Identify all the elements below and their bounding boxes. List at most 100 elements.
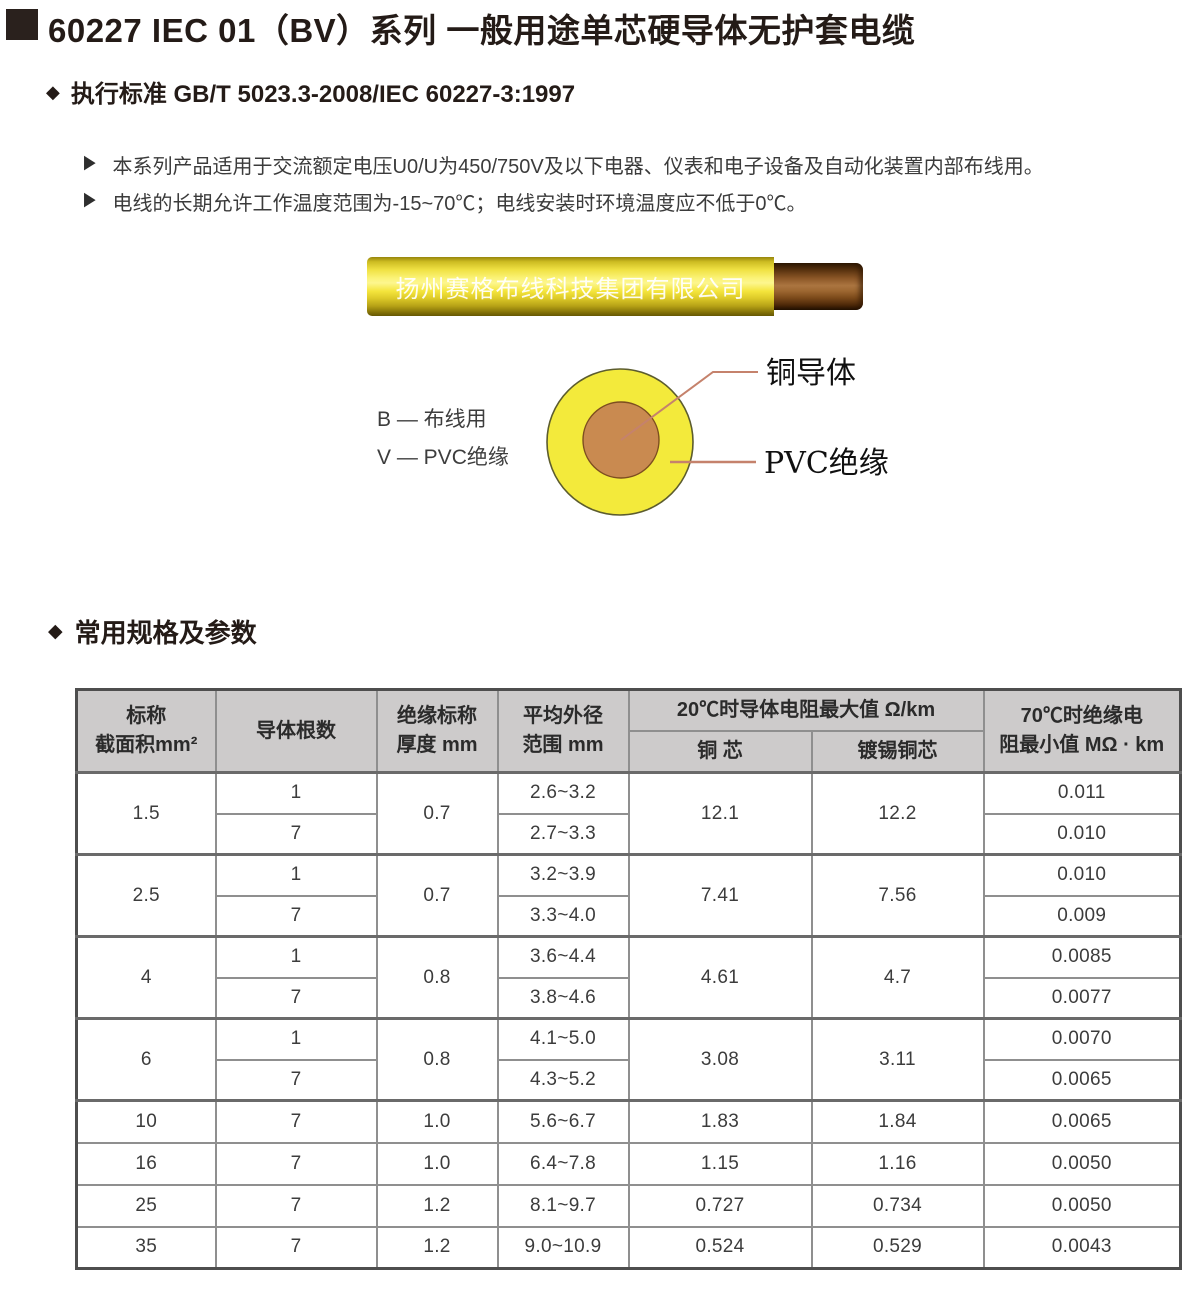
cable-brand-print: 扬州赛格布线科技集团有限公司 [395,275,746,303]
table-row: 35 7 1.2 9.0~10.9 0.524 0.529 0.0043 [75,1225,1182,1270]
cell-ir: 0.009 [982,894,1182,938]
triangle-bullet-icon: ▶ [84,151,96,174]
cell-r-tinned: 0.529 [810,1225,985,1270]
cell-ir: 0.0043 [982,1225,1182,1270]
header-resistance-group: 20℃时导体电阻最大值 Ω/km [627,688,985,732]
cell-ir: 0.010 [982,812,1182,856]
feature-bullet: ▶ 本系列产品适用于交流额定电压U0/U为450/750V及以下电器、仪表和电子… [84,150,1044,179]
cell-thickness: 1.0 [375,1141,499,1186]
header-insulation-thickness: 绝缘标称 厚度 mm [375,688,499,774]
cell-size: 35 [75,1225,217,1270]
cell-thickness: 0.8 [375,935,499,1020]
cable-illustration-conductor [774,263,863,310]
cell-strands: 7 [214,894,378,938]
cell-ir: 0.0065 [982,1099,1182,1144]
legend-line-b: B — 布线用 [377,408,487,431]
cell-r-tinned: 1.16 [810,1141,985,1186]
cell-r-tinned: 4.7 [810,935,985,1020]
spec-table: 标称 截面积mm² 导体根数 绝缘标称 厚度 mm 平均外径 范围 mm 20℃… [75,688,1182,1270]
cell-r-copper: 1.83 [627,1099,813,1144]
cell-size: 4 [75,935,217,1020]
callout-conductor-label: 铜导体 [766,356,856,391]
cell-ir: 0.010 [982,853,1182,897]
cell-r-copper: 0.524 [627,1225,813,1270]
header-line: 范围 mm [522,734,604,756]
cell-r-copper: 3.08 [627,1017,813,1102]
table-row: 4 1 0.8 3.6~4.4 4.61 4.7 0.0085 [75,935,1182,1020]
cell-thickness: 0.7 [375,853,499,938]
feature-bullet: ▶ 电线的长期允许工作温度范围为-15~70℃；电线安装时环境温度应不低于0℃。 [84,187,807,216]
header-line: 标称 [126,705,167,727]
cell-strands: 7 [214,1225,378,1270]
header-outer-diameter: 平均外径 范围 mm [496,688,630,774]
cell-ir: 0.0050 [982,1141,1182,1186]
cell-r-tinned: 0.734 [810,1183,985,1228]
feature-bullet-text: 电线的长期允许工作温度范围为-15~70℃；电线安装时环境温度应不低于0℃。 [112,193,807,215]
header-line: 截面积mm² [95,734,198,756]
cross-section-figure: 铜导体 PVC绝缘 [546,356,889,516]
cell-od: 2.6~3.2 [496,771,630,815]
cell-strands: 7 [214,1141,378,1186]
header-strands: 导体根数 [214,688,378,774]
cell-strands: 7 [214,1099,378,1144]
cell-ir: 0.0050 [982,1183,1182,1228]
header-copper-core: 铜 芯 [627,729,813,774]
header-insulation-resistance: 70℃时绝缘电 阻最小值 MΩ · km [982,688,1182,774]
page-title: 60227 IEC 01（BV）系列 一般用途单芯硬导体无护套电缆 [48,12,916,49]
cell-r-tinned: 7.56 [810,853,985,938]
header-nominal-area: 标称 截面积mm² [75,688,217,774]
table-row: 16 7 1.0 6.4~7.8 1.15 1.16 0.0050 [75,1141,1182,1186]
cell-ir: 0.0065 [982,1058,1182,1102]
table-row: 7 3.8~4.6 0.0077 [77,976,1182,1020]
cell-od: 2.7~3.3 [496,812,630,856]
header-line: 绝缘标称 [397,705,477,727]
triangle-bullet-icon: ▶ [84,188,96,211]
cell-thickness: 1.2 [375,1225,499,1270]
cell-r-tinned: 1.84 [810,1099,985,1144]
cell-od: 6.4~7.8 [496,1141,630,1186]
diamond-icon: ◆ [48,621,63,642]
header-tinned-core: 镀锡铜芯 [810,729,985,774]
cell-size: 16 [75,1141,217,1186]
cell-od: 3.6~4.4 [496,935,630,979]
cell-size: 6 [75,1017,217,1102]
cell-r-copper: 0.727 [627,1183,813,1228]
cell-strands: 1 [214,1017,378,1061]
cell-r-copper: 7.41 [627,853,813,938]
spec-section-title: 常用规格及参数 [74,618,257,648]
cell-r-copper: 12.1 [627,771,813,856]
cell-thickness: 0.8 [375,1017,499,1102]
cell-strands: 1 [214,771,378,815]
title-square-marker [6,9,38,40]
header-line: 平均外径 [523,705,603,727]
cell-thickness: 1.2 [375,1183,499,1228]
legend-line-v: V — PVC绝缘 [377,446,509,469]
cell-od: 3.2~3.9 [496,853,630,897]
cell-strands: 1 [214,935,378,979]
cell-od: 4.3~5.2 [496,1058,630,1102]
cell-od: 4.1~5.0 [496,1017,630,1061]
cell-od: 5.6~6.7 [496,1099,630,1144]
table-row: 6 1 0.8 4.1~5.0 3.08 3.11 0.0070 [75,1017,1182,1102]
cell-ir: 0.011 [982,771,1182,815]
cell-size: 1.5 [75,771,217,856]
cell-size: 2.5 [75,853,217,938]
type-code-legend: B — 布线用 V — PVC绝缘 [377,401,509,477]
table-row: 7 4.3~5.2 0.0065 [77,1058,1182,1102]
cell-strands: 7 [214,1058,378,1102]
standard-text: 执行标准 GB/T 5023.3-2008/IEC 60227-3:1997 [70,81,576,108]
header-line: 阻最小值 MΩ · km [999,734,1165,756]
leader-line-conductor [620,371,758,441]
table-row: 1.5 1 0.7 2.6~3.2 12.1 12.2 0.011 [75,771,1182,856]
table-row: 2.5 1 0.7 3.2~3.9 7.41 7.56 0.010 [75,853,1182,938]
cell-od: 8.1~9.7 [496,1183,630,1228]
cell-od: 9.0~10.9 [496,1225,630,1270]
callout-insulation-label: PVC绝缘 [764,446,889,481]
cell-size: 25 [75,1183,217,1228]
cell-r-copper: 1.15 [627,1141,813,1186]
cell-thickness: 0.7 [375,771,499,856]
cell-ir: 0.0070 [982,1017,1182,1061]
table-row: 25 7 1.2 8.1~9.7 0.727 0.734 0.0050 [75,1183,1182,1228]
table-row: 7 3.3~4.0 0.009 [77,894,1182,938]
